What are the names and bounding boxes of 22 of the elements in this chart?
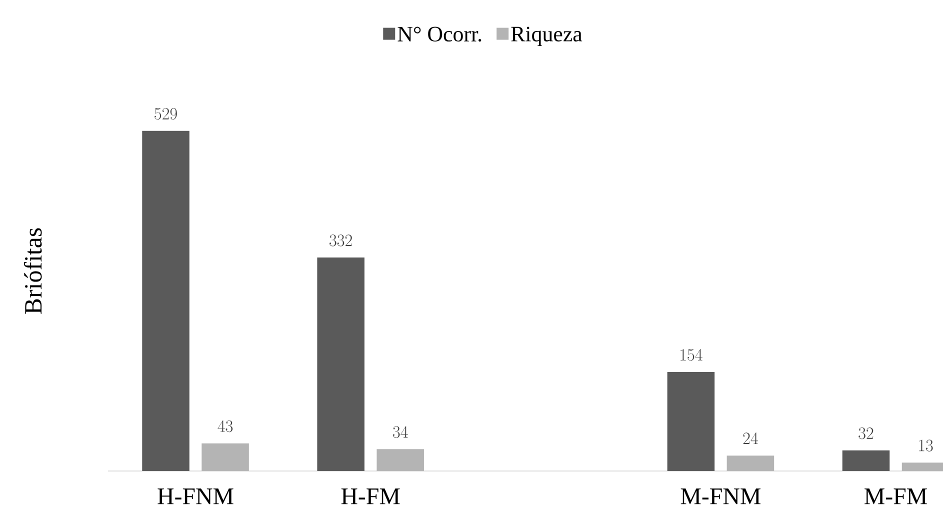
data-label: 43 — [218, 420, 233, 432]
legend-label: Riqueza — [511, 26, 582, 46]
bar — [376, 449, 424, 471]
x-tick-label: M-FNM — [680, 488, 761, 504]
bar — [726, 456, 774, 471]
bar — [667, 372, 715, 471]
x-tick-label: H-FM — [341, 488, 400, 504]
bar — [142, 130, 190, 471]
legend-label: N° Ocorr. — [398, 26, 482, 42]
data-label: 24 — [743, 432, 758, 444]
bar — [202, 443, 249, 471]
data-label: 154 — [680, 348, 702, 361]
bar — [842, 450, 890, 471]
x-tick-label: H-FNM — [158, 488, 234, 504]
data-label: 529 — [154, 108, 177, 120]
bar — [317, 258, 364, 471]
y-axis-title: Briófitas — [24, 228, 42, 314]
data-label: 32 — [858, 428, 874, 440]
x-tick-label: M-FM — [864, 488, 927, 504]
data-label: 332 — [330, 234, 352, 246]
data-label: 34 — [393, 426, 408, 438]
data-label: 13 — [919, 440, 933, 452]
